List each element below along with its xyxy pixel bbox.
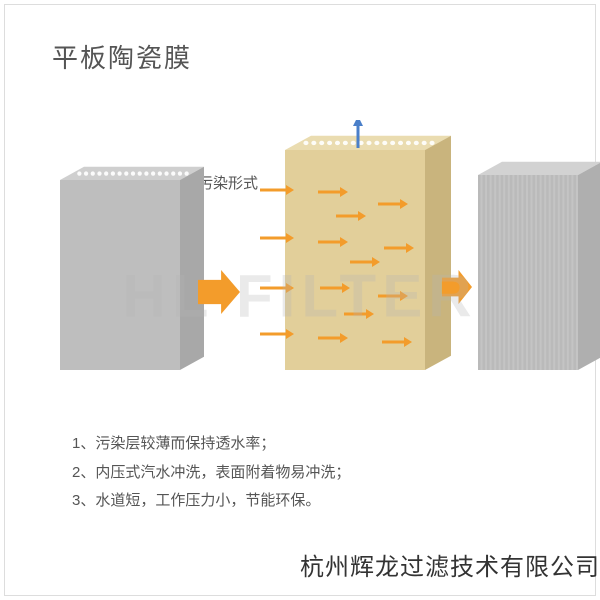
bullet-item: 3、水道短，工作压力小，节能环保。 — [72, 487, 350, 516]
bullet-item: 2、内压式汽水冲洗，表面附着物易冲洗； — [72, 459, 350, 488]
diagram — [0, 120, 600, 380]
title: 平板陶瓷膜 — [52, 38, 192, 75]
bullet-list: 1、污染层较薄而保持透水率；2、内压式汽水冲洗，表面附着物易冲洗；3、水道短，工… — [72, 430, 350, 516]
bullet-item: 1、污染层较薄而保持透水率； — [72, 430, 350, 459]
company-name: 杭州辉龙过滤技术有限公司 — [300, 547, 600, 582]
